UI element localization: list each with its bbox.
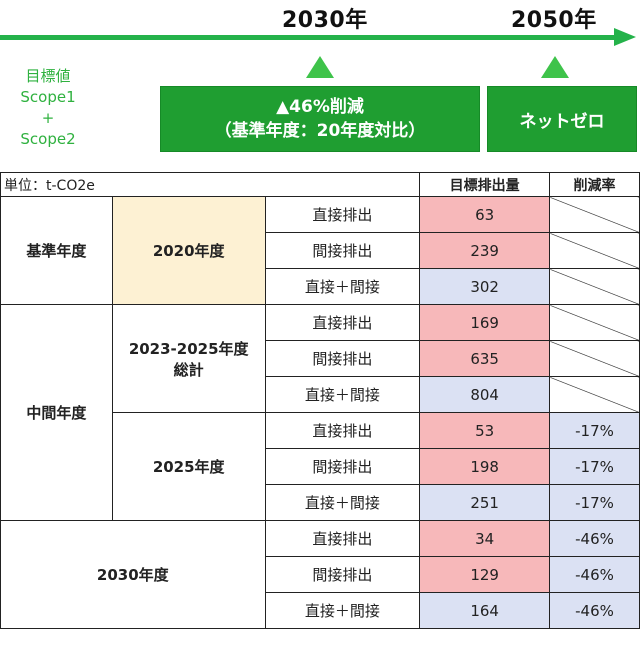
timeline-arrow-head-icon [614,28,636,46]
target-value: 302 [419,268,551,305]
target-value: 34 [419,520,551,557]
target-value: 169 [419,304,551,341]
type-total: 直接＋間接 [264,376,421,413]
target-value: 804 [419,376,551,413]
table-row: 間接排出 198 -17% [1,448,640,485]
period-2023-2025-total: 総計 [173,360,204,379]
type-direct: 直接排出 [264,304,421,341]
group-mid-year: 中間年度 [0,304,113,521]
period-2020: 2020年度 [111,196,266,305]
table-row: 直接＋間接 302 [1,268,640,305]
table-row: 基準年度 2020年度 直接排出 63 [0,196,640,305]
table-header-row: 単位：t-CO2e 目標排出量 削減率 [0,172,640,197]
table-row: 間接排出 129 -46% [1,556,640,593]
type-direct: 直接排出 [264,196,421,233]
reduction-rate: -46% [549,592,640,629]
reduction-rate: -17% [549,484,640,521]
type-indirect: 間接排出 [264,232,421,269]
rate-empty-cell [549,376,640,413]
target-label-line: + [41,109,55,127]
table-row: 直接＋間接 164 -46% [1,592,640,629]
rate-empty-cell [549,232,640,269]
target-2030-box: ▲46%削減 （基準年度：20年度対比） [160,86,480,152]
target-value: 251 [419,484,551,521]
target-value: 53 [419,412,551,449]
target-value: 63 [419,196,551,233]
rate-empty-cell [549,304,640,341]
type-total: 直接＋間接 [264,484,421,521]
group-base-year: 基準年度 [0,196,113,305]
period-2023-2025: 2023-2025年度 総計 [111,304,266,413]
target-2050-box: ネットゼロ [487,86,637,152]
target-label-line: Scope1 [20,88,76,106]
period-2023-2025-range: 2023-2025年度 [128,339,249,358]
target-2030-basis: （基準年度：20年度対比） [214,121,426,141]
reduction-rate: -17% [549,412,640,449]
target-value: 164 [419,592,551,629]
table-row: 直接＋間接 804 [1,376,640,413]
year-2050-label: 2050年 [511,8,597,33]
reduction-rate: -46% [549,520,640,557]
type-indirect: 間接排出 [264,340,421,377]
timeline-arrow-line [0,35,620,40]
target-scope-label: 目標値 Scope1 + Scope2 [0,66,96,150]
type-indirect: 間接排出 [264,448,421,485]
type-direct: 直接排出 [264,412,421,449]
type-total: 直接＋間接 [264,268,421,305]
table-row: 間接排出 239 [1,232,640,269]
target-value: 239 [419,232,551,269]
year-2030-label: 2030年 [282,8,368,33]
triangle-up-icon-2050 [541,56,569,78]
rate-empty-cell [549,196,640,233]
rate-empty-cell [549,340,640,377]
triangle-up-icon-2030 [306,56,334,78]
type-total: 直接＋間接 [264,592,421,629]
reduction-rate: -46% [549,556,640,593]
table-row: 中間年度 2023-2025年度 総計 直接排出 169 [0,304,640,521]
target-label-line: 目標値 [25,67,71,85]
col-header-target: 目標排出量 [419,172,551,197]
reduction-rate: -17% [549,448,640,485]
emissions-table: 単位：t-CO2e 目標排出量 削減率 基準年度 2020年度 直接排出 63 … [0,172,640,629]
table-row: 2025年度 直接排出 53 -17% [1,412,640,521]
period-2025: 2025年度 [111,412,266,521]
rate-empty-cell [549,268,640,305]
table-row: 直接＋間接 251 -17% [1,484,640,521]
col-header-rate: 削減率 [549,172,640,197]
target-value: 198 [419,448,551,485]
type-direct: 直接排出 [264,520,421,557]
period-2030: 2030年度 [0,520,266,629]
table-row: 2030年度 直接排出 34 -46% [0,520,640,629]
unit-label: 単位：t-CO2e [0,172,421,197]
target-2030-reduction: ▲46%削減 [276,97,364,117]
target-value: 635 [419,340,551,377]
target-label-line: Scope2 [20,130,76,148]
table-row: 間接排出 635 [1,340,640,377]
target-value: 129 [419,556,551,593]
type-indirect: 間接排出 [264,556,421,593]
target-2050-netzero: ネットゼロ [519,111,605,132]
